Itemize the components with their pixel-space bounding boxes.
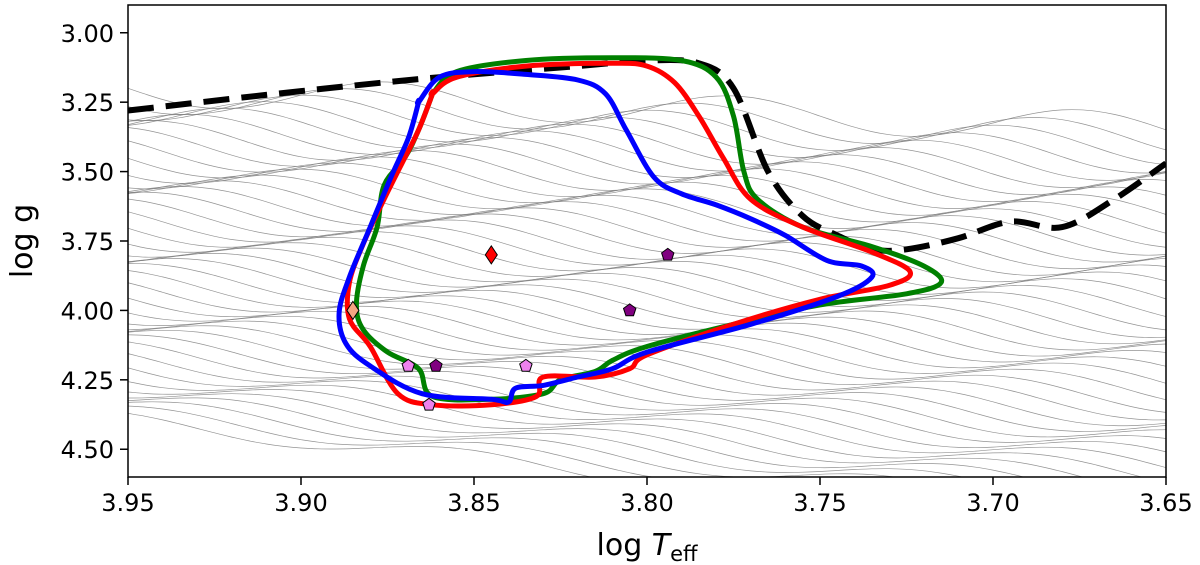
orange-diamond xyxy=(346,300,360,321)
track-line xyxy=(128,242,1166,331)
track-line xyxy=(128,253,1166,345)
y-axis: 3.00 3.25 3.50 3.75 4.00 4.25 4.50 xyxy=(61,20,128,464)
track-line xyxy=(128,162,1166,234)
purple-pentagon-3 xyxy=(429,358,443,372)
track-line xyxy=(128,282,1166,369)
track-line xyxy=(128,389,1084,477)
x-axis: 3.95 3.90 3.85 3.80 3.75 3.70 3.65 xyxy=(101,477,1193,517)
track-line xyxy=(128,325,1166,427)
track-line xyxy=(128,174,1166,256)
x-tick-label: 3.75 xyxy=(793,489,846,517)
track-line xyxy=(128,297,1166,384)
x-axis-label-sub: eff xyxy=(670,542,698,565)
track-line xyxy=(128,329,1166,432)
track-line xyxy=(128,107,1166,181)
track-line xyxy=(128,247,1166,338)
violet-pentagon-3 xyxy=(422,397,436,411)
y-tick-label: 4.25 xyxy=(61,367,114,395)
track-line xyxy=(128,353,1166,453)
x-tick-label: 3.85 xyxy=(447,489,500,517)
track-line xyxy=(128,341,1166,443)
x-axis-label-main: log xyxy=(597,528,652,563)
track-line xyxy=(128,186,1166,270)
x-tick-label: 3.90 xyxy=(274,489,327,517)
y-tick-label: 4.50 xyxy=(61,436,114,464)
green-contour xyxy=(353,55,945,403)
violet-pentagon-1 xyxy=(401,358,415,372)
blue-contour xyxy=(336,69,876,406)
track-line xyxy=(128,258,1166,351)
track-line xyxy=(128,367,1166,468)
track-line xyxy=(128,393,1025,477)
purple-pentagon-2 xyxy=(622,303,637,317)
track-line xyxy=(128,405,655,477)
x-tick-label: 3.70 xyxy=(966,489,1019,517)
track-line xyxy=(128,397,964,477)
track-line xyxy=(128,263,1166,357)
track-line xyxy=(128,381,1143,477)
x-tick-label: 3.95 xyxy=(101,489,154,517)
track-line xyxy=(128,113,1166,188)
x-tick-label: 3.80 xyxy=(620,489,673,517)
y-tick-label: 3.75 xyxy=(61,228,114,256)
contour-series-group xyxy=(336,55,945,409)
track-line xyxy=(128,127,1166,203)
track-line xyxy=(128,270,1166,363)
track-line xyxy=(128,120,1166,196)
track-line xyxy=(128,168,1166,248)
y-axis-label: log g xyxy=(5,204,40,278)
evolutionary-tracks xyxy=(128,81,1166,477)
track-line xyxy=(128,101,1166,174)
track-line xyxy=(128,191,1166,276)
red-diamond xyxy=(484,244,498,265)
plot-background xyxy=(128,5,1166,477)
track-line xyxy=(128,334,1166,438)
track-line xyxy=(128,413,593,477)
purple-pentagon-1 xyxy=(661,247,675,261)
track-line xyxy=(128,198,1166,283)
y-tick-label: 3.00 xyxy=(61,20,114,48)
track-line xyxy=(128,180,1166,263)
track-line xyxy=(128,94,1166,166)
y-tick-label: 4.00 xyxy=(61,297,114,325)
x-axis-label-T: T xyxy=(652,528,673,563)
y-tick-label: 3.25 xyxy=(61,89,114,117)
x-axis-label: log Teff xyxy=(597,528,699,565)
y-tick-label: 3.50 xyxy=(61,159,114,187)
track-line xyxy=(128,310,1166,401)
track-line xyxy=(128,401,897,477)
markers-group xyxy=(346,244,675,411)
violet-pentagon-2 xyxy=(519,358,533,372)
x-tick-label: 3.65 xyxy=(1139,489,1192,517)
track-line xyxy=(128,236,1166,317)
